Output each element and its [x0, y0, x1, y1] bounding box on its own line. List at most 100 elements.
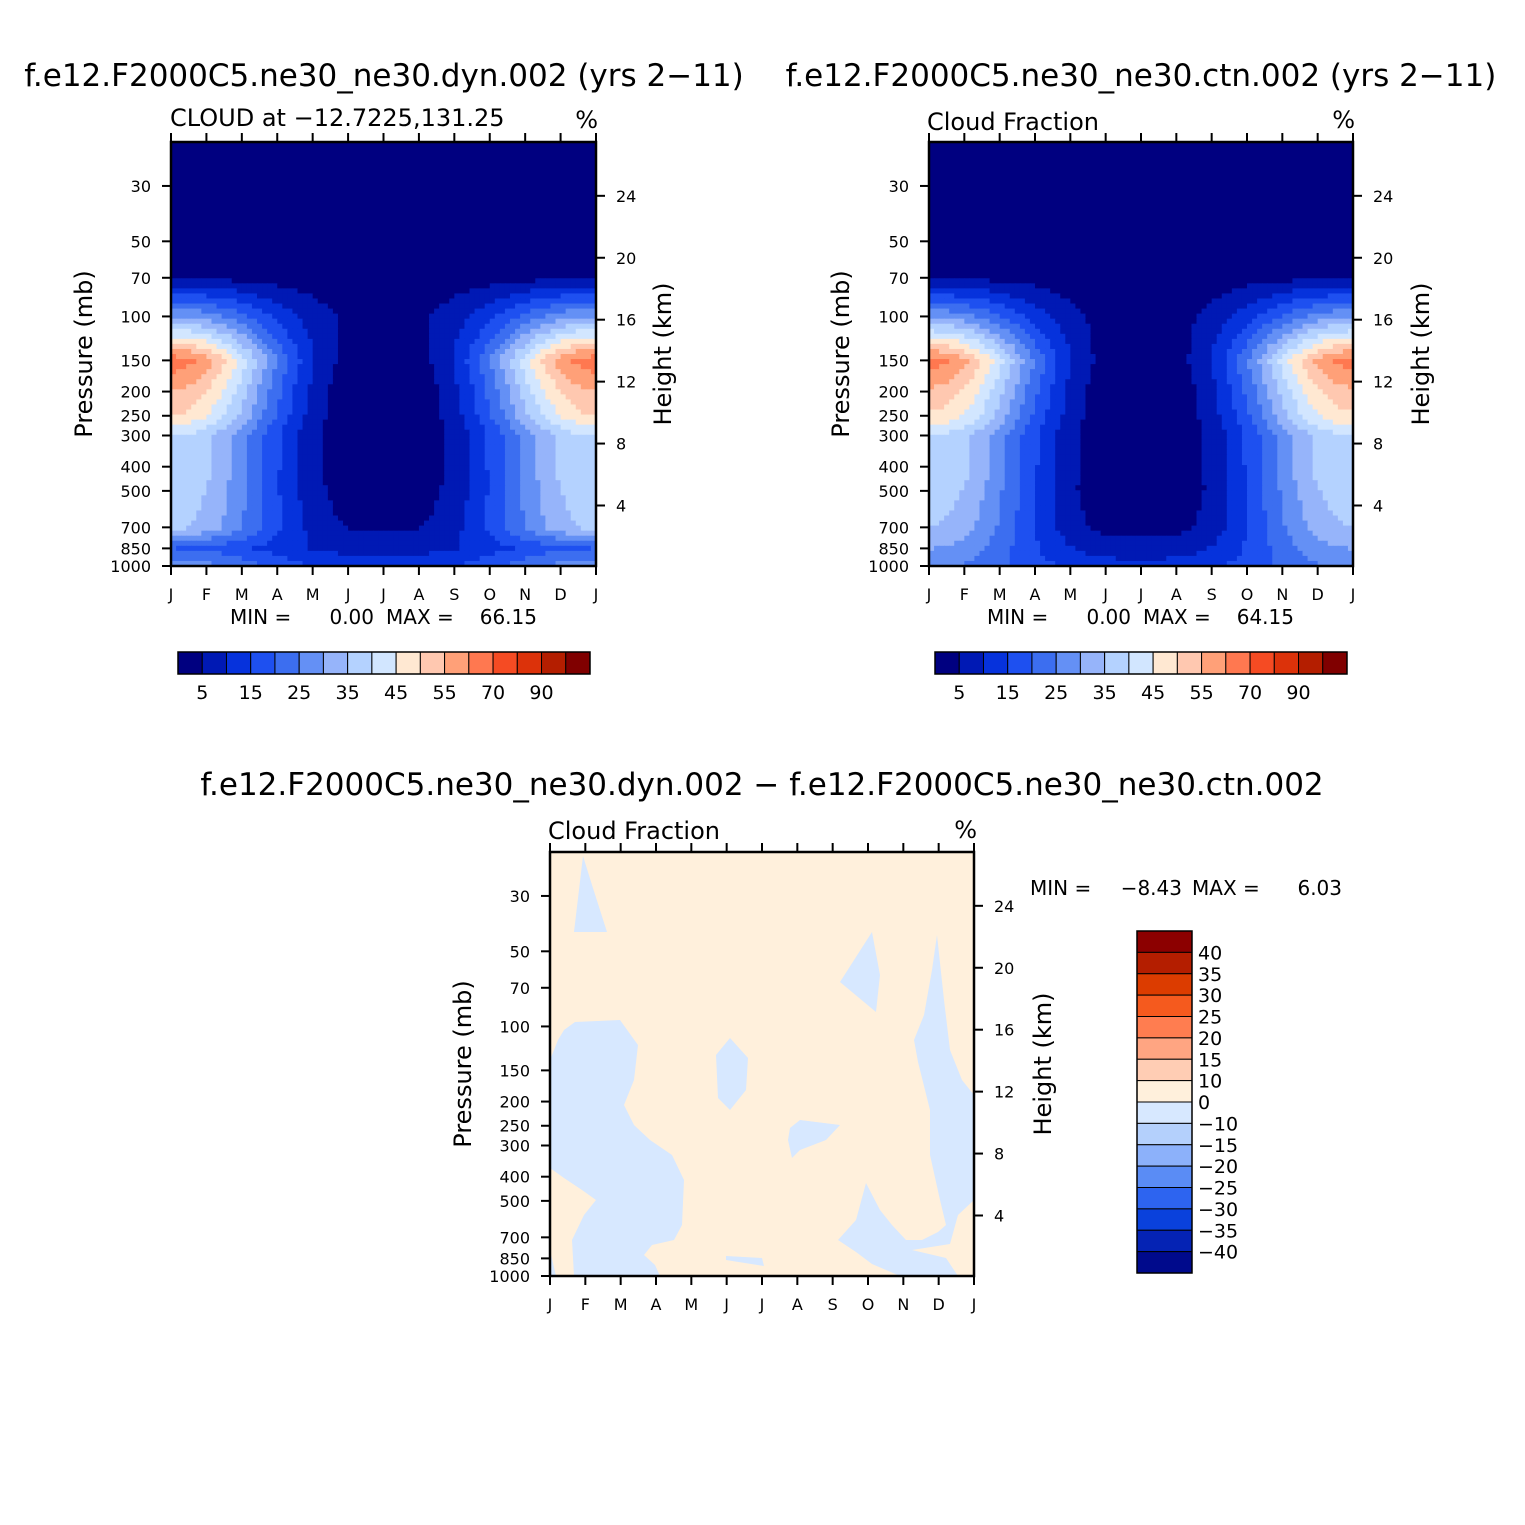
contour-cell	[530, 364, 536, 370]
contour-cell	[545, 333, 552, 340]
contour-cell	[444, 283, 450, 289]
contour-cell	[206, 318, 213, 325]
contour-cell	[317, 369, 324, 375]
contour-cell	[241, 364, 248, 370]
contour-cell	[257, 273, 263, 279]
contour-cell	[358, 313, 364, 320]
contour-cell	[348, 434, 354, 441]
contour-cell	[575, 364, 582, 370]
contour-cell	[570, 187, 577, 194]
contour-cell	[171, 303, 177, 310]
contour-cell	[423, 338, 430, 345]
contour-cell	[267, 162, 273, 168]
contour-cell	[246, 162, 253, 168]
contour-cell	[353, 318, 359, 325]
contour-cell	[418, 404, 425, 411]
contour-cell	[585, 429, 592, 436]
contour-cell	[282, 333, 288, 340]
contour-cell	[560, 323, 567, 330]
contour-cell	[226, 439, 233, 446]
contour-cell	[312, 278, 319, 284]
contour-cell	[257, 374, 263, 380]
contour-cell	[434, 253, 440, 259]
contour-cell	[489, 409, 496, 416]
contour-cell	[358, 258, 364, 264]
contour-cell	[176, 419, 182, 426]
contour-cell	[429, 399, 435, 406]
contour-cell	[434, 369, 440, 375]
contour-cell	[206, 409, 213, 416]
contour-cell	[343, 303, 349, 310]
contour-cell	[272, 273, 278, 279]
contour-cell	[494, 369, 501, 375]
contour-cell	[196, 177, 202, 183]
contour-cell	[216, 167, 223, 173]
contour-cell	[439, 389, 445, 395]
contour-cell	[489, 308, 496, 315]
contour-cell	[585, 298, 592, 305]
contour-cell	[565, 419, 572, 426]
contour-cell	[277, 192, 283, 199]
contour-cell	[398, 232, 405, 239]
contour-cell	[515, 348, 521, 355]
contour-cell	[302, 389, 309, 395]
contour-cell	[585, 162, 592, 168]
contour-cell	[196, 419, 202, 426]
contour-cell	[545, 348, 552, 355]
contour-cell	[509, 147, 516, 153]
contour-cell	[479, 232, 486, 239]
contour-cell	[171, 222, 177, 229]
contour-cell	[520, 424, 526, 431]
contour-cell	[363, 192, 369, 199]
contour-cell	[312, 404, 319, 411]
contour-cell	[590, 167, 596, 173]
contour-cell	[580, 162, 587, 168]
contour-cell	[525, 242, 531, 249]
contour-cell	[171, 293, 177, 300]
contour-cell	[343, 248, 349, 254]
contour-cell	[469, 207, 476, 214]
contour-cell	[378, 424, 385, 431]
contour-cell	[434, 162, 440, 168]
contour-cell	[272, 379, 278, 385]
contour-cell	[216, 212, 223, 219]
contour-cell	[444, 142, 450, 148]
contour-cell	[499, 187, 506, 194]
contour-cell	[373, 207, 380, 214]
contour-cell	[499, 227, 506, 234]
contour-cell	[322, 323, 329, 330]
contour-cell	[585, 283, 592, 289]
contour-cell	[186, 399, 192, 406]
contour-cell	[545, 172, 552, 178]
contour-cell	[434, 248, 440, 254]
contour-cell	[231, 227, 238, 234]
contour-cell	[398, 248, 405, 254]
contour-cell	[535, 192, 541, 199]
contour-cell	[525, 308, 531, 315]
contour-cell	[363, 263, 369, 269]
contour-cell	[272, 439, 278, 446]
contour-cell	[398, 192, 405, 199]
contour-cell	[484, 354, 491, 360]
contour-cell	[580, 434, 587, 441]
contour-cell	[535, 182, 541, 189]
contour-cell	[317, 162, 324, 168]
contour-cell	[272, 167, 278, 173]
contour-cell	[520, 354, 526, 360]
contour-cell	[201, 227, 208, 234]
contour-cell	[378, 384, 385, 390]
contour-cell	[499, 354, 506, 360]
contour-cell	[474, 409, 481, 416]
contour-cell	[449, 384, 455, 390]
contour-cell	[479, 354, 486, 360]
contour-cell	[186, 379, 192, 385]
contour-cell	[535, 364, 541, 370]
contour-cell	[469, 318, 476, 325]
contour-cell	[322, 283, 329, 289]
contour-cell	[570, 414, 577, 421]
contour-cell	[393, 248, 400, 254]
contour-cell	[565, 338, 572, 345]
contour-cell	[474, 197, 481, 204]
contour-cell	[515, 313, 521, 320]
contour-cell	[191, 172, 197, 178]
